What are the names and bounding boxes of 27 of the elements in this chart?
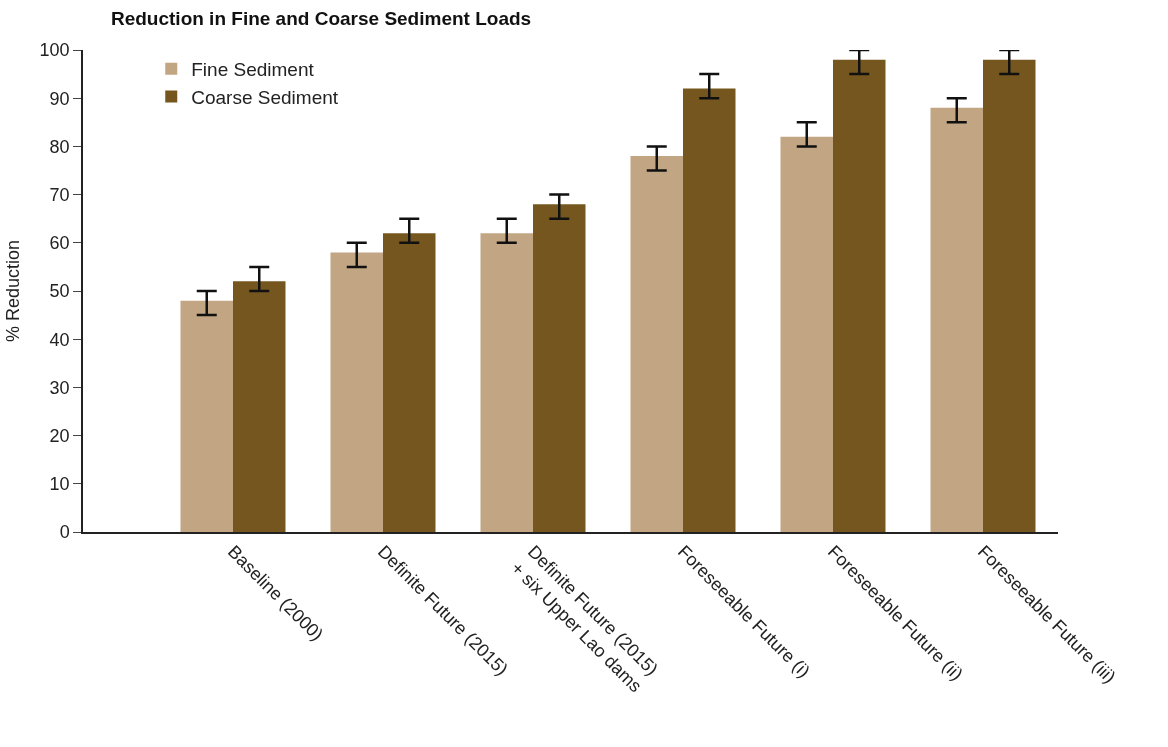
y-tick-label: 60 [49,233,70,254]
bar [480,233,533,532]
y-tick-label: 90 [49,88,70,109]
bar [983,59,1036,532]
y-tick-label: 40 [49,329,70,350]
y-axis-title: % Reduction [3,239,24,343]
y-tick-label: 80 [49,136,70,157]
chart-title: Reduction in Fine and Coarse Sediment Loads [110,7,532,29]
y-tick-label: 0 [59,522,70,543]
y-tick-label: 20 [49,425,70,446]
bar [630,156,683,532]
y-tick-label: 50 [49,281,70,302]
y-tick-label: 30 [49,377,70,398]
bar [383,233,436,532]
bar [180,300,233,532]
legend-label: Coarse Sediment [191,86,339,108]
bar [533,204,586,532]
legend-label: Fine Sediment [191,59,315,81]
y-tick-label: 70 [49,184,70,205]
bar [330,252,383,532]
bar [683,88,736,532]
bar [930,107,983,532]
bar [833,59,886,532]
bar [780,136,833,532]
y-tick-label: 100 [39,40,70,61]
y-tick-label: 10 [49,474,70,495]
bar [233,281,286,532]
